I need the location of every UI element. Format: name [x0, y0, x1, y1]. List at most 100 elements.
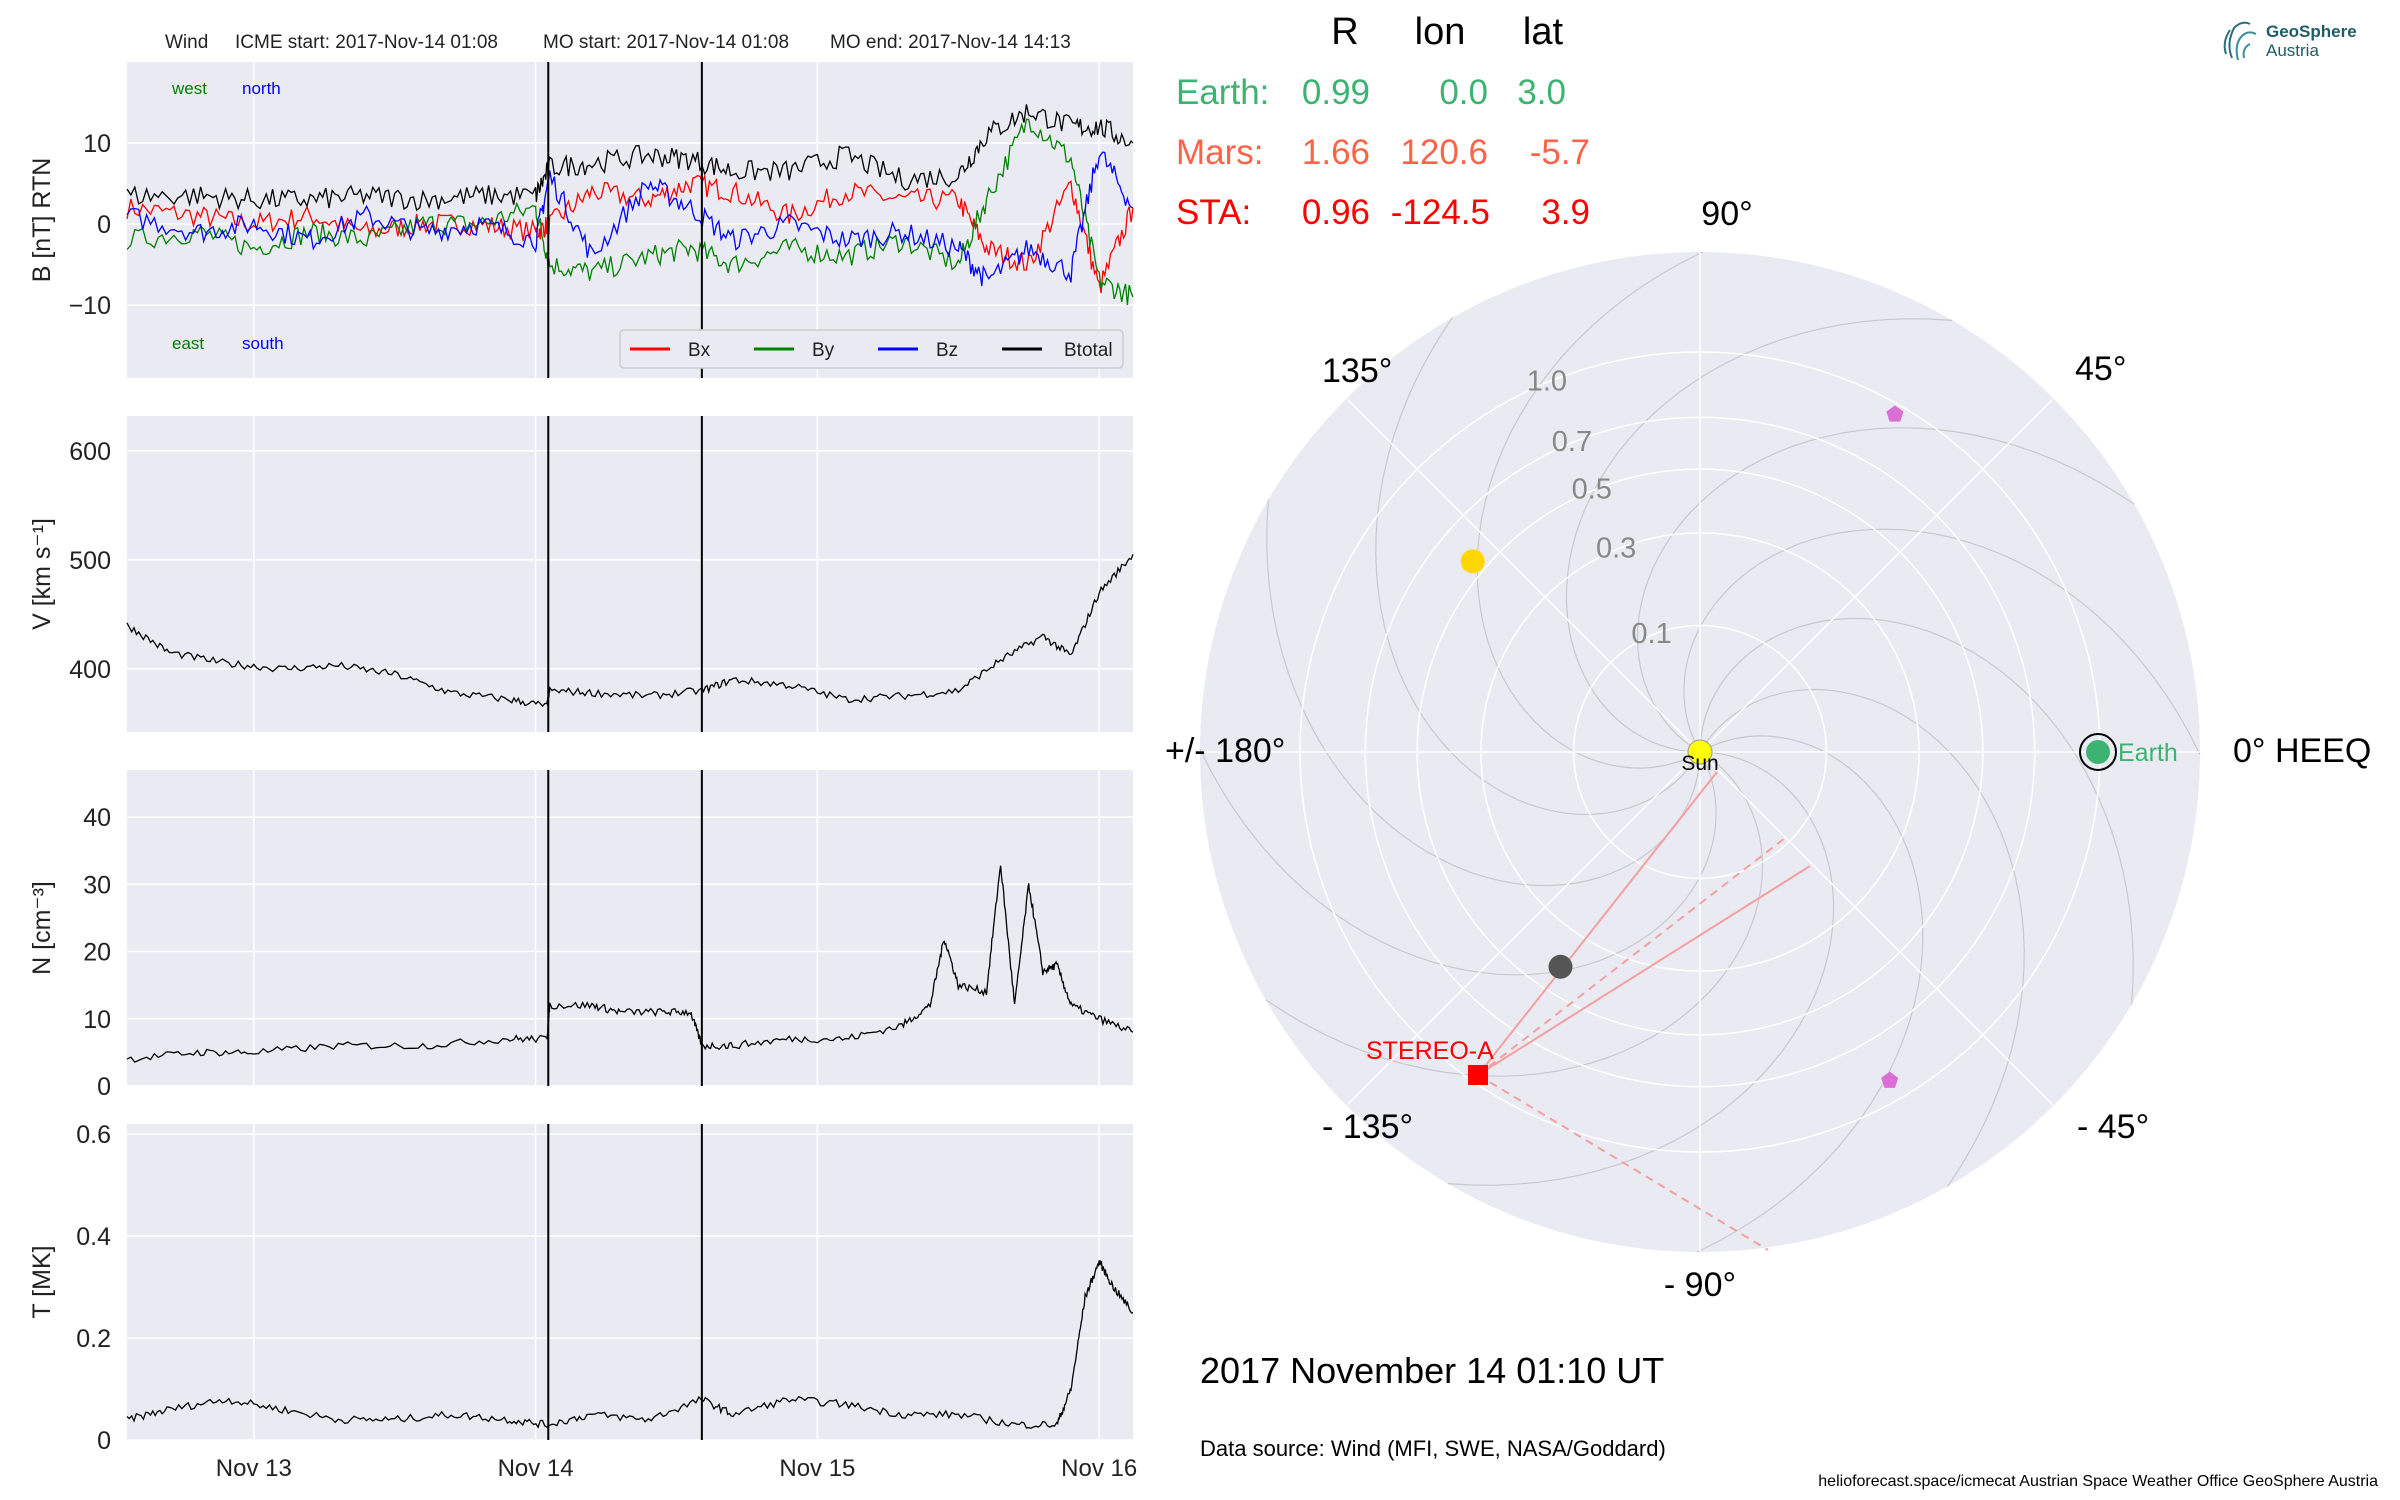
x-tick-label: Nov 15 — [779, 1455, 855, 1482]
stereo-a-marker — [1468, 1064, 1489, 1085]
sun-label: Sun — [1681, 752, 1718, 775]
table-row-mars-lat: -5.7 — [1530, 133, 1590, 172]
geosphere-logo: GeoSphere Austria — [2220, 14, 2380, 66]
polar-ring — [1572, 624, 1828, 880]
y-tick-label: 10 — [83, 1006, 111, 1034]
table-row-mars-r: 1.66 — [1302, 133, 1370, 172]
polar-r-tick-label: 0.7 — [1552, 426, 1592, 458]
sta-view-line — [1477, 865, 1811, 1076]
sta-view-line-dashed — [1477, 837, 1786, 1076]
logo-line2: Austria — [2266, 41, 2319, 60]
polar-angle-label: 135° — [1322, 352, 1392, 390]
table-row-sta-lon: -124.5 — [1391, 193, 1490, 232]
table-row-sta-lat: 3.9 — [1541, 193, 1590, 232]
polar-angle-label: - 45° — [2077, 1108, 2149, 1146]
y-axis-label: V [km s⁻¹] — [28, 518, 56, 630]
legend-label-btotal: Btotal — [1064, 340, 1113, 361]
parker-spiral-line — [1699, 617, 2134, 1005]
y-tick-label: 600 — [69, 438, 111, 466]
parker-spiral-line — [1447, 751, 1835, 1186]
spacecraft-marker — [1881, 1071, 1899, 1088]
y-tick-label: 500 — [69, 547, 111, 575]
polar-radial-grid — [1346, 751, 1701, 1106]
x-tick-label: Nov 14 — [498, 1455, 574, 1482]
series-line-btotal — [126, 104, 1134, 212]
annotation-north: north — [242, 79, 281, 98]
series-line — [126, 554, 1134, 708]
polar-angle-label: +/- 180° — [1165, 732, 1285, 770]
panel-b: −10 0 10 B [nT] RTN west north east south Bx By Bz… — [28, 62, 1134, 378]
y-tick-label: 0 — [97, 211, 111, 239]
x-tick-label: Nov 13 — [216, 1455, 292, 1482]
polar-radial-grid — [1699, 751, 2054, 1106]
y-tick-label: 0.2 — [76, 1325, 111, 1353]
header-spacecraft: Wind — [165, 32, 208, 53]
x-tick-label: Nov 16 — [1061, 1455, 1137, 1482]
table-row-earth-r: 0.99 — [1302, 73, 1370, 112]
table-row-sta-label: STA: — [1176, 193, 1251, 232]
earth-ring — [2078, 733, 2117, 771]
parker-spiral-line — [1565, 318, 1953, 753]
legend-label-bx: Bx — [688, 340, 711, 361]
panel-background — [127, 62, 1133, 378]
table-row-sta-r: 0.96 — [1302, 193, 1370, 232]
y-tick-label: 0.4 — [76, 1223, 111, 1251]
y-axis-label: B [nT] RTN — [28, 158, 56, 283]
date-label: 2017 November 14 01:10 UT — [1200, 1350, 1664, 1391]
y-tick-label: 20 — [83, 939, 111, 967]
table-row-earth-lat: 3.0 — [1517, 73, 1566, 112]
legend-label-by: By — [812, 340, 835, 361]
polar-ring — [1480, 532, 1920, 972]
table-row-earth-lon: 0.0 — [1439, 73, 1488, 112]
y-axis-label: T [MK] — [28, 1245, 56, 1318]
y-tick-label: 400 — [69, 656, 111, 684]
panel-background — [127, 1124, 1133, 1440]
series-line — [126, 865, 1134, 1063]
parker-spiral-line — [1199, 748, 1717, 976]
polar-angle-label: 90° — [1701, 195, 1752, 233]
y-tick-label: −10 — [69, 292, 111, 320]
geosphere-logo-icon: GeoSphere Austria — [2223, 21, 2357, 61]
header-mo-end: MO end: 2017-Nov-14 14:13 — [830, 32, 1071, 53]
polar-plot: 0.1 0.3 0.5 0.7 1.0 0° HEEQ 45° 90° 135° +/- 180°… — [1165, 195, 2371, 1304]
polar-r-tick-label: 0.5 — [1572, 474, 1612, 506]
annotation-south: south — [242, 334, 284, 353]
polar-radial-grid — [1346, 398, 1701, 753]
legend: Bx By Bz Btotal — [619, 329, 1124, 369]
body-marker — [1460, 549, 1485, 574]
panel-t: 0 0.2 0.4 0.6 T [MK] Nov 13 Nov 14 Nov 15 Nov 16 — [28, 1121, 1137, 1482]
position-table: R lon lat Earth: 0.99 0.0 3.0 Mars: 1.66… — [1176, 11, 1590, 232]
annotation-east: east — [172, 334, 204, 353]
panel-n: 0 10 20 30 40 N [cm⁻³] — [28, 770, 1134, 1101]
table-header-lat: lat — [1523, 11, 1564, 53]
sta-view-line-dashed — [1477, 1074, 1769, 1251]
y-tick-label: 0 — [97, 1073, 111, 1101]
timeseries-panels: −10 0 10 B [nT] RTN west north east south Bx By Bz… — [28, 62, 1137, 1482]
series-line — [126, 1259, 1134, 1429]
earth-label: Earth — [2118, 739, 2178, 767]
header-mo-start: MO start: 2017-Nov-14 01:08 — [543, 32, 789, 53]
sta-view-line — [1477, 771, 1718, 1076]
parker-spiral-line — [1476, 251, 1704, 769]
polar-angle-label: - 135° — [1322, 1108, 1413, 1146]
polar-angle-label: - 90° — [1664, 1266, 1736, 1304]
legend-label-bz: Bz — [936, 340, 958, 361]
sun-marker — [1687, 739, 1713, 765]
series-line-bz — [126, 151, 1134, 287]
logo-line1: GeoSphere — [2266, 22, 2357, 41]
parker-spiral-line — [1683, 528, 2201, 756]
data-source-label: Data source: Wind (MFI, SWE, NASA/Goddar… — [1200, 1436, 1666, 1461]
y-tick-label: 0 — [97, 1427, 111, 1455]
table-header-r: R — [1331, 11, 1358, 53]
y-tick-label: 40 — [83, 804, 111, 832]
earth-marker — [2085, 740, 2110, 764]
series-line-by — [126, 118, 1134, 306]
table-header-lon: lon — [1415, 11, 1466, 53]
header-icme-start: ICME start: 2017-Nov-14 01:08 — [235, 32, 498, 53]
polar-ring — [1416, 468, 1984, 1036]
polar-radial-grid — [1699, 398, 2054, 753]
spacecraft-marker — [1886, 405, 1904, 422]
panel-v: 400 500 600 V [km s⁻¹] — [28, 416, 1134, 732]
y-tick-label: 0.6 — [76, 1121, 111, 1149]
